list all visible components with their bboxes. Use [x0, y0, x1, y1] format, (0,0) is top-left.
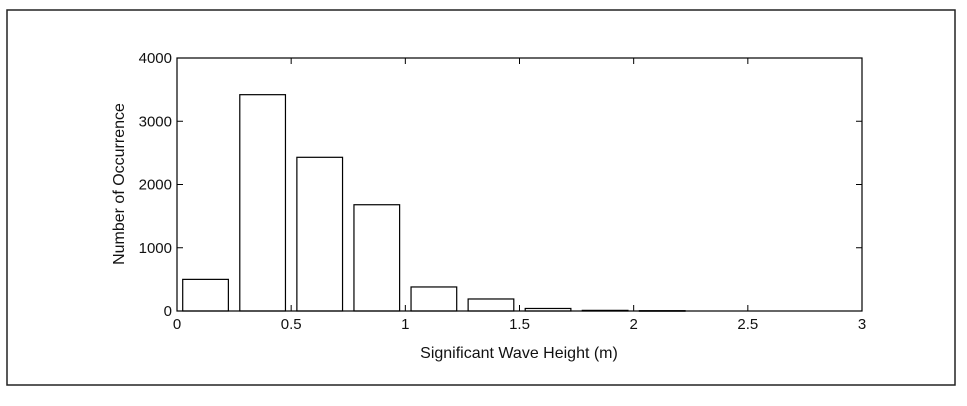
- x-tick-label: 1.5: [509, 316, 530, 333]
- y-tick-label: 1000: [139, 240, 172, 257]
- figure-border: [6, 9, 956, 386]
- histogram-bar: [239, 94, 287, 312]
- x-tick-label: 2.5: [737, 316, 758, 333]
- histogram-bar: [353, 204, 401, 312]
- histogram-bar: [182, 278, 229, 312]
- x-tick-label: 0: [173, 316, 181, 333]
- histogram-bar: [410, 286, 458, 312]
- y-axis-label: Number of Occurrence: [111, 103, 128, 265]
- histogram-bar: [296, 156, 344, 312]
- y-tick-label: 0: [164, 303, 172, 320]
- y-tick-label: 2000: [139, 177, 172, 194]
- x-tick-label: 0.5: [281, 316, 302, 333]
- x-tick-label: 3: [858, 316, 866, 333]
- y-tick-label: 4000: [139, 50, 172, 67]
- y-tick-label: 3000: [139, 113, 172, 130]
- x-axis-label: Significant Wave Height (m): [420, 345, 618, 362]
- x-tick-label: 2: [629, 316, 637, 333]
- histogram-bar: [467, 298, 515, 312]
- x-axis-ticks: 0 0.5 1 1.5 2 2.5 3: [173, 58, 866, 333]
- x-tick-label: 1: [401, 316, 409, 333]
- bar-group: [182, 94, 686, 312]
- y-axis-ticks: 0 1000 2000 3000 4000: [139, 50, 862, 320]
